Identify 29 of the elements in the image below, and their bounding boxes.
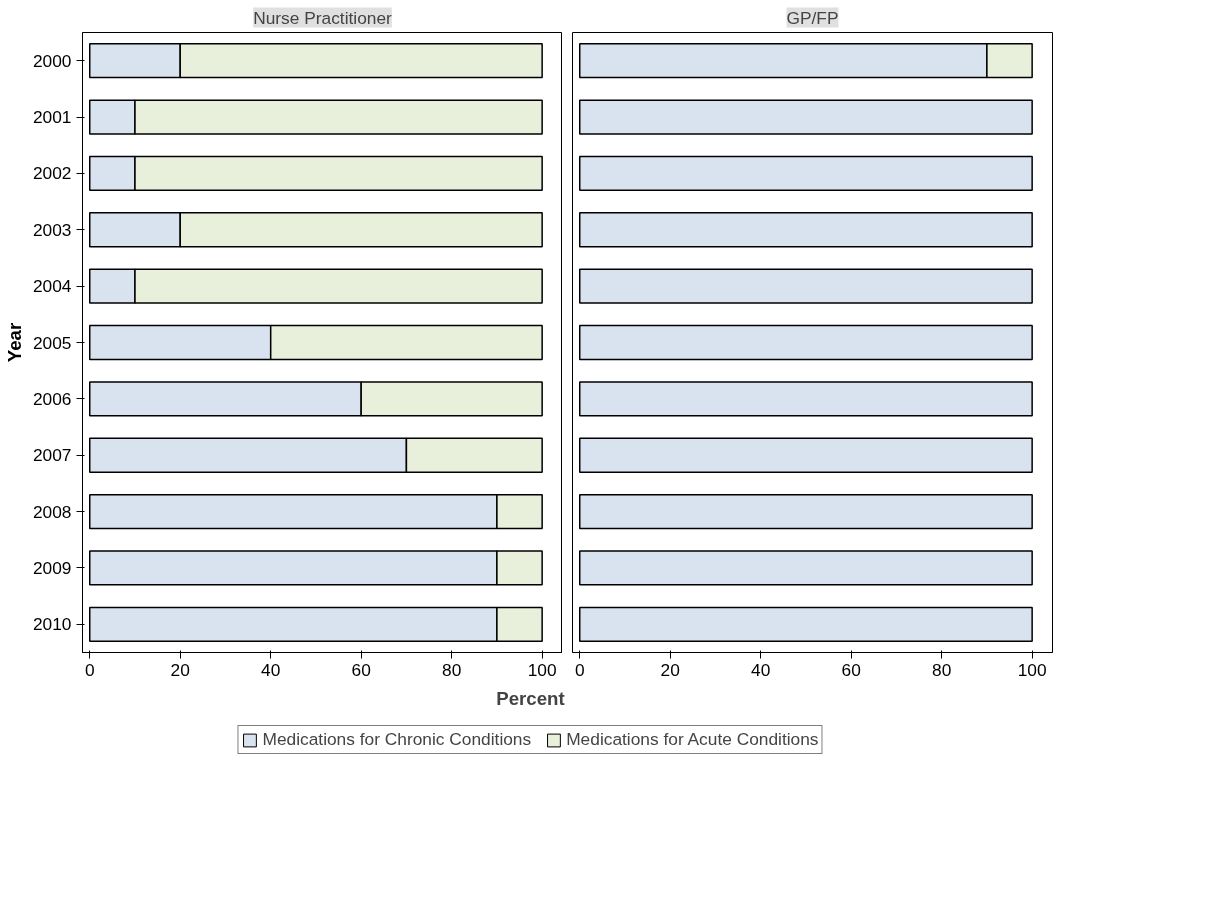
x-tick-label: 40 <box>261 659 281 680</box>
x-tick-label: 0 <box>84 659 95 680</box>
x-tick-label: 80 <box>932 659 952 680</box>
x-tick-label: 40 <box>751 659 771 680</box>
x-tick-label: 100 <box>1017 659 1047 680</box>
y-tick-label: 2008 <box>32 501 72 522</box>
y-tick-label: 2003 <box>32 219 72 240</box>
y-tick-label: 2001 <box>32 107 72 128</box>
legend-label: Medications for Acute Conditions <box>566 729 819 750</box>
x-tick-label: 60 <box>841 659 861 680</box>
x-tick-label: 20 <box>170 659 190 680</box>
x-tick-label: 0 <box>574 659 585 680</box>
x-tick-label: 20 <box>660 659 680 680</box>
y-tick-label: 2005 <box>32 332 72 353</box>
y-tick-label: 2010 <box>32 614 72 635</box>
legend-label: Medications for Chronic Conditions <box>262 729 532 750</box>
chart-title: Nurse Practitioner <box>253 7 393 28</box>
x-tick-label: 60 <box>351 659 371 680</box>
x-tick-label: 80 <box>442 659 462 680</box>
x-tick-label: 100 <box>527 659 557 680</box>
y-tick-label: 2006 <box>32 388 72 409</box>
y-tick-label: 2004 <box>32 276 72 297</box>
y-tick-label: 2000 <box>32 50 72 71</box>
y-tick-label: 2007 <box>32 445 72 466</box>
y-axis-title: Year <box>3 322 25 363</box>
chart-title: GP/FP <box>786 7 839 28</box>
y-tick-label: 2002 <box>32 163 72 184</box>
x-axis-title: Percent <box>496 687 565 709</box>
y-tick-label: 2009 <box>32 557 72 578</box>
